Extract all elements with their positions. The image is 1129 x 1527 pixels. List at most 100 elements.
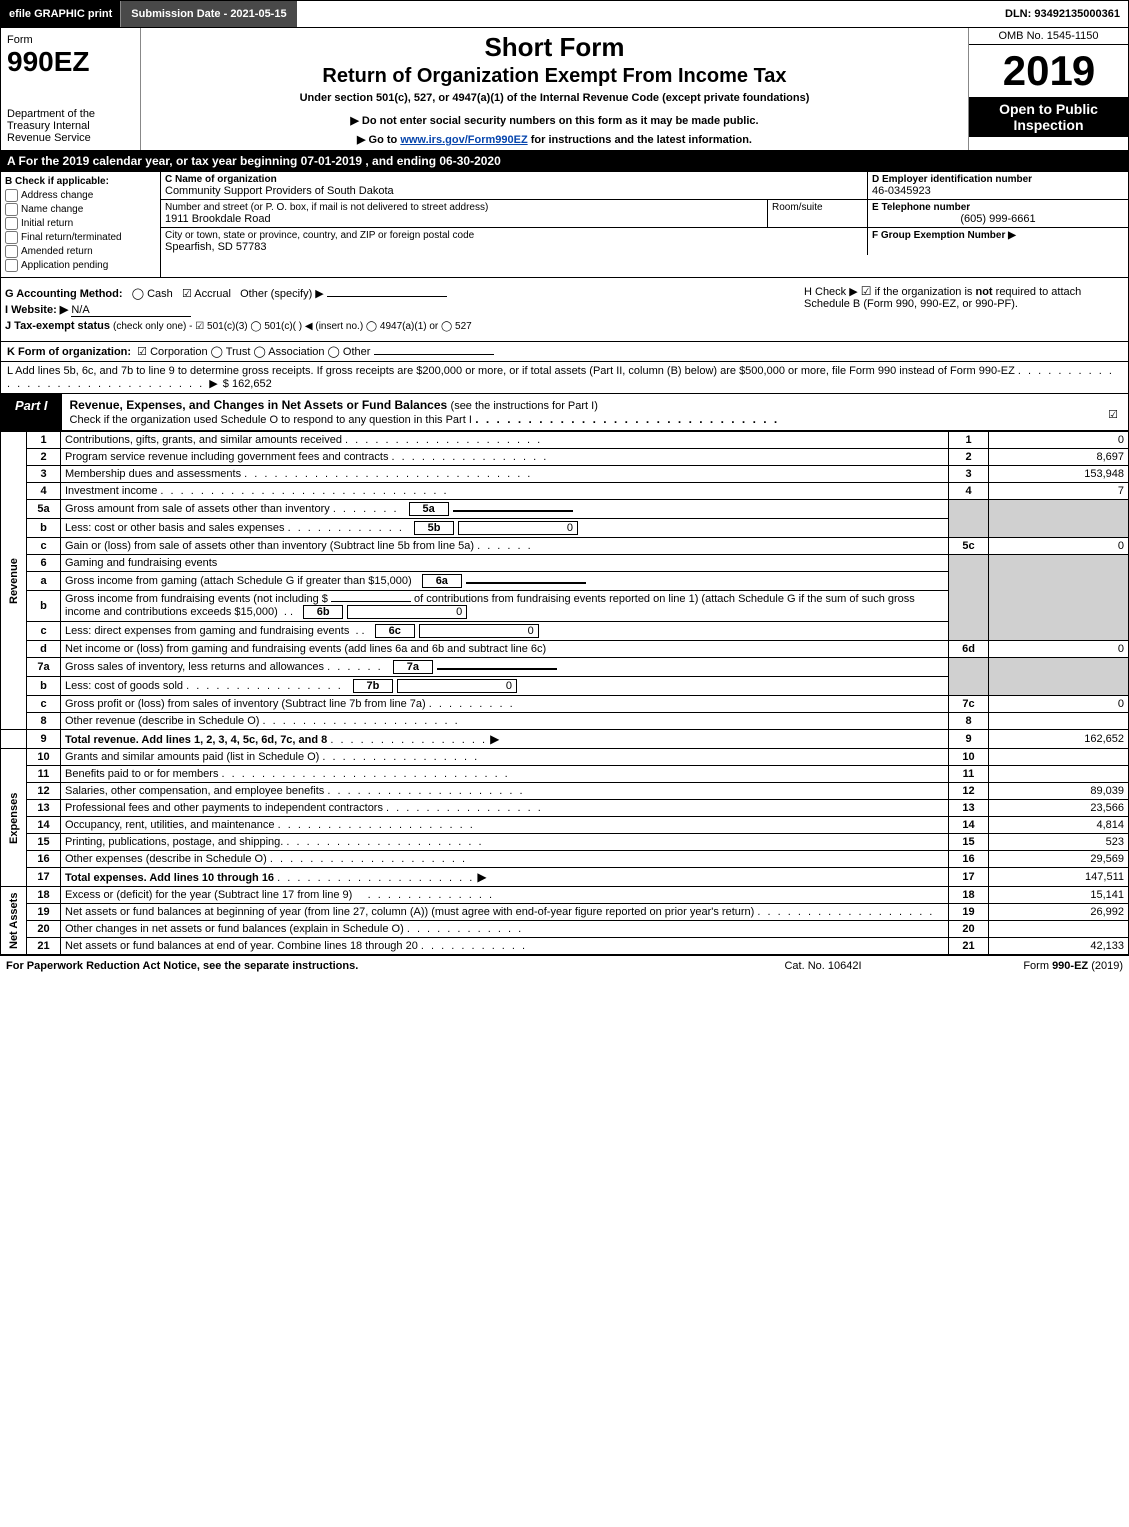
box-h: H Check ▶ ☑ if the organization is not r… (804, 284, 1124, 335)
line-ref: 21 (949, 938, 989, 955)
line-num: d (27, 641, 61, 658)
line-desc: Gross amount from sale of assets other t… (61, 500, 949, 519)
grey-cell (949, 658, 989, 696)
line-val: 0 (989, 641, 1129, 658)
line-num: 8 (27, 713, 61, 730)
chk-application-pending[interactable]: Application pending (5, 259, 156, 272)
line-val: 26,992 (989, 904, 1129, 921)
addr-value: 1911 Brookdale Road (165, 213, 763, 225)
col-gij: G Accounting Method: ◯ Cash ☑ Accrual Ot… (5, 284, 804, 335)
line-num: 4 (27, 483, 61, 500)
period-row: A For the 2019 calendar year, or tax yea… (0, 151, 1129, 172)
phone-value: (605) 999-6661 (872, 213, 1124, 225)
line-desc: Excess or (deficit) for the year (Subtra… (61, 887, 949, 904)
line-val: 0 (989, 538, 1129, 555)
line-ref: 9 (949, 730, 989, 749)
chk-name-change[interactable]: Name change (5, 203, 156, 216)
line-num: b (27, 519, 61, 538)
line-val: 8,697 (989, 449, 1129, 466)
line-ref: 2 (949, 449, 989, 466)
line-num: c (27, 696, 61, 713)
box-i: I Website: ▶ N/A (5, 303, 804, 317)
line-desc: Other changes in net assets or fund bala… (61, 921, 949, 938)
line-ref: 8 (949, 713, 989, 730)
line-desc: Gaming and fundraising events (61, 555, 949, 572)
line-val (989, 921, 1129, 938)
line-desc: Program service revenue including govern… (61, 449, 949, 466)
grey-cell (949, 555, 989, 641)
title-return: Return of Organization Exempt From Incom… (145, 65, 964, 88)
part1-check[interactable]: ☑ (1098, 394, 1128, 430)
line-ref: 11 (949, 766, 989, 783)
part1-title: Revenue, Expenses, and Changes in Net As… (62, 394, 1098, 430)
cat-no: Cat. No. 10642I (723, 960, 923, 972)
chk-accrual[interactable]: ☑ Accrual (182, 288, 231, 300)
phone-label: E Telephone number (872, 202, 1124, 213)
box-f: F Group Exemption Number ▶ (868, 228, 1128, 255)
box-k: K Form of organization: ☑ Corporation ◯ … (0, 342, 1129, 362)
line-val: 0 (989, 432, 1129, 449)
line-desc: Gross sales of inventory, less returns a… (61, 658, 949, 677)
line-num: 6 (27, 555, 61, 572)
chk-cash[interactable]: ◯ Cash (132, 288, 173, 300)
line-desc: Less: direct expenses from gaming and fu… (61, 622, 949, 641)
rows-ghij: G Accounting Method: ◯ Cash ☑ Accrual Ot… (0, 278, 1129, 342)
line-num: 20 (27, 921, 61, 938)
line-desc: Grants and similar amounts paid (list in… (61, 749, 949, 766)
irs-link[interactable]: www.irs.gov/Form990EZ (400, 134, 527, 146)
box-b-title: B Check if applicable: (5, 176, 156, 187)
line-val: 29,569 (989, 851, 1129, 868)
ein-label: D Employer identification number (872, 174, 1124, 185)
box-j: J Tax-exempt status (check only one) - ☑… (5, 320, 804, 332)
line-val: 162,652 (989, 730, 1129, 749)
chk-sched-b[interactable]: ☑ (861, 284, 872, 298)
line-ref: 3 (949, 466, 989, 483)
subtitle-under: Under section 501(c), 527, or 4947(a)(1)… (145, 92, 964, 104)
line-desc: Less: cost of goods sold . . . . . . . .… (61, 677, 949, 696)
line-ref: 16 (949, 851, 989, 868)
chk-final-return[interactable]: Final return/terminated (5, 231, 156, 244)
line-desc: Net income or (loss) from gaming and fun… (61, 641, 949, 658)
line-ref: 4 (949, 483, 989, 500)
line-num: c (27, 622, 61, 641)
side-netassets: Net Assets (1, 887, 27, 955)
line-val: 0 (989, 696, 1129, 713)
box-c-addr: Number and street (or P. O. box, if mail… (161, 200, 768, 227)
line-ref: 18 (949, 887, 989, 904)
line-num: 21 (27, 938, 61, 955)
line-num: 12 (27, 783, 61, 800)
chk-initial-return[interactable]: Initial return (5, 217, 156, 230)
efile-print-button[interactable]: efile GRAPHIC print (1, 1, 120, 27)
line-num: 9 (27, 730, 61, 749)
line-desc: Less: cost or other basis and sales expe… (61, 519, 949, 538)
box-l: L Add lines 5b, 6c, and 7b to line 9 to … (0, 362, 1129, 394)
form-number: 990EZ (7, 46, 134, 78)
part1-header: Part I Revenue, Expenses, and Changes in… (0, 394, 1129, 431)
open-inspection: Open to Public Inspection (969, 97, 1128, 137)
city-label: City or town, state or province, country… (165, 230, 863, 241)
line-num: 18 (27, 887, 61, 904)
grey-cell (989, 500, 1129, 538)
line-ref: 20 (949, 921, 989, 938)
line-val: 15,141 (989, 887, 1129, 904)
line-ref: 7c (949, 696, 989, 713)
chk-address-change[interactable]: Address change (5, 189, 156, 202)
line-num: c (27, 538, 61, 555)
box-b: B Check if applicable: Address change Na… (1, 172, 161, 277)
submission-date: Submission Date - 2021-05-15 (120, 1, 296, 27)
line-desc: Gross income from gaming (attach Schedul… (61, 572, 949, 591)
chk-other[interactable]: Other (specify) ▶ (240, 288, 324, 300)
line-num: 11 (27, 766, 61, 783)
form-header: Form 990EZ Department of the Treasury In… (0, 28, 1129, 151)
line-desc: Net assets or fund balances at beginning… (61, 904, 949, 921)
chk-amended-return[interactable]: Amended return (5, 245, 156, 258)
line-num: 17 (27, 868, 61, 887)
side-expenses: Expenses (1, 749, 27, 887)
line-val: 89,039 (989, 783, 1129, 800)
line-desc: Salaries, other compensation, and employ… (61, 783, 949, 800)
box-c-city: City or town, state or province, country… (161, 228, 868, 255)
website-value: N/A (71, 304, 191, 317)
line-val: 23,566 (989, 800, 1129, 817)
part1-tab: Part I (1, 394, 62, 430)
paperwork-notice: For Paperwork Reduction Act Notice, see … (6, 960, 723, 972)
